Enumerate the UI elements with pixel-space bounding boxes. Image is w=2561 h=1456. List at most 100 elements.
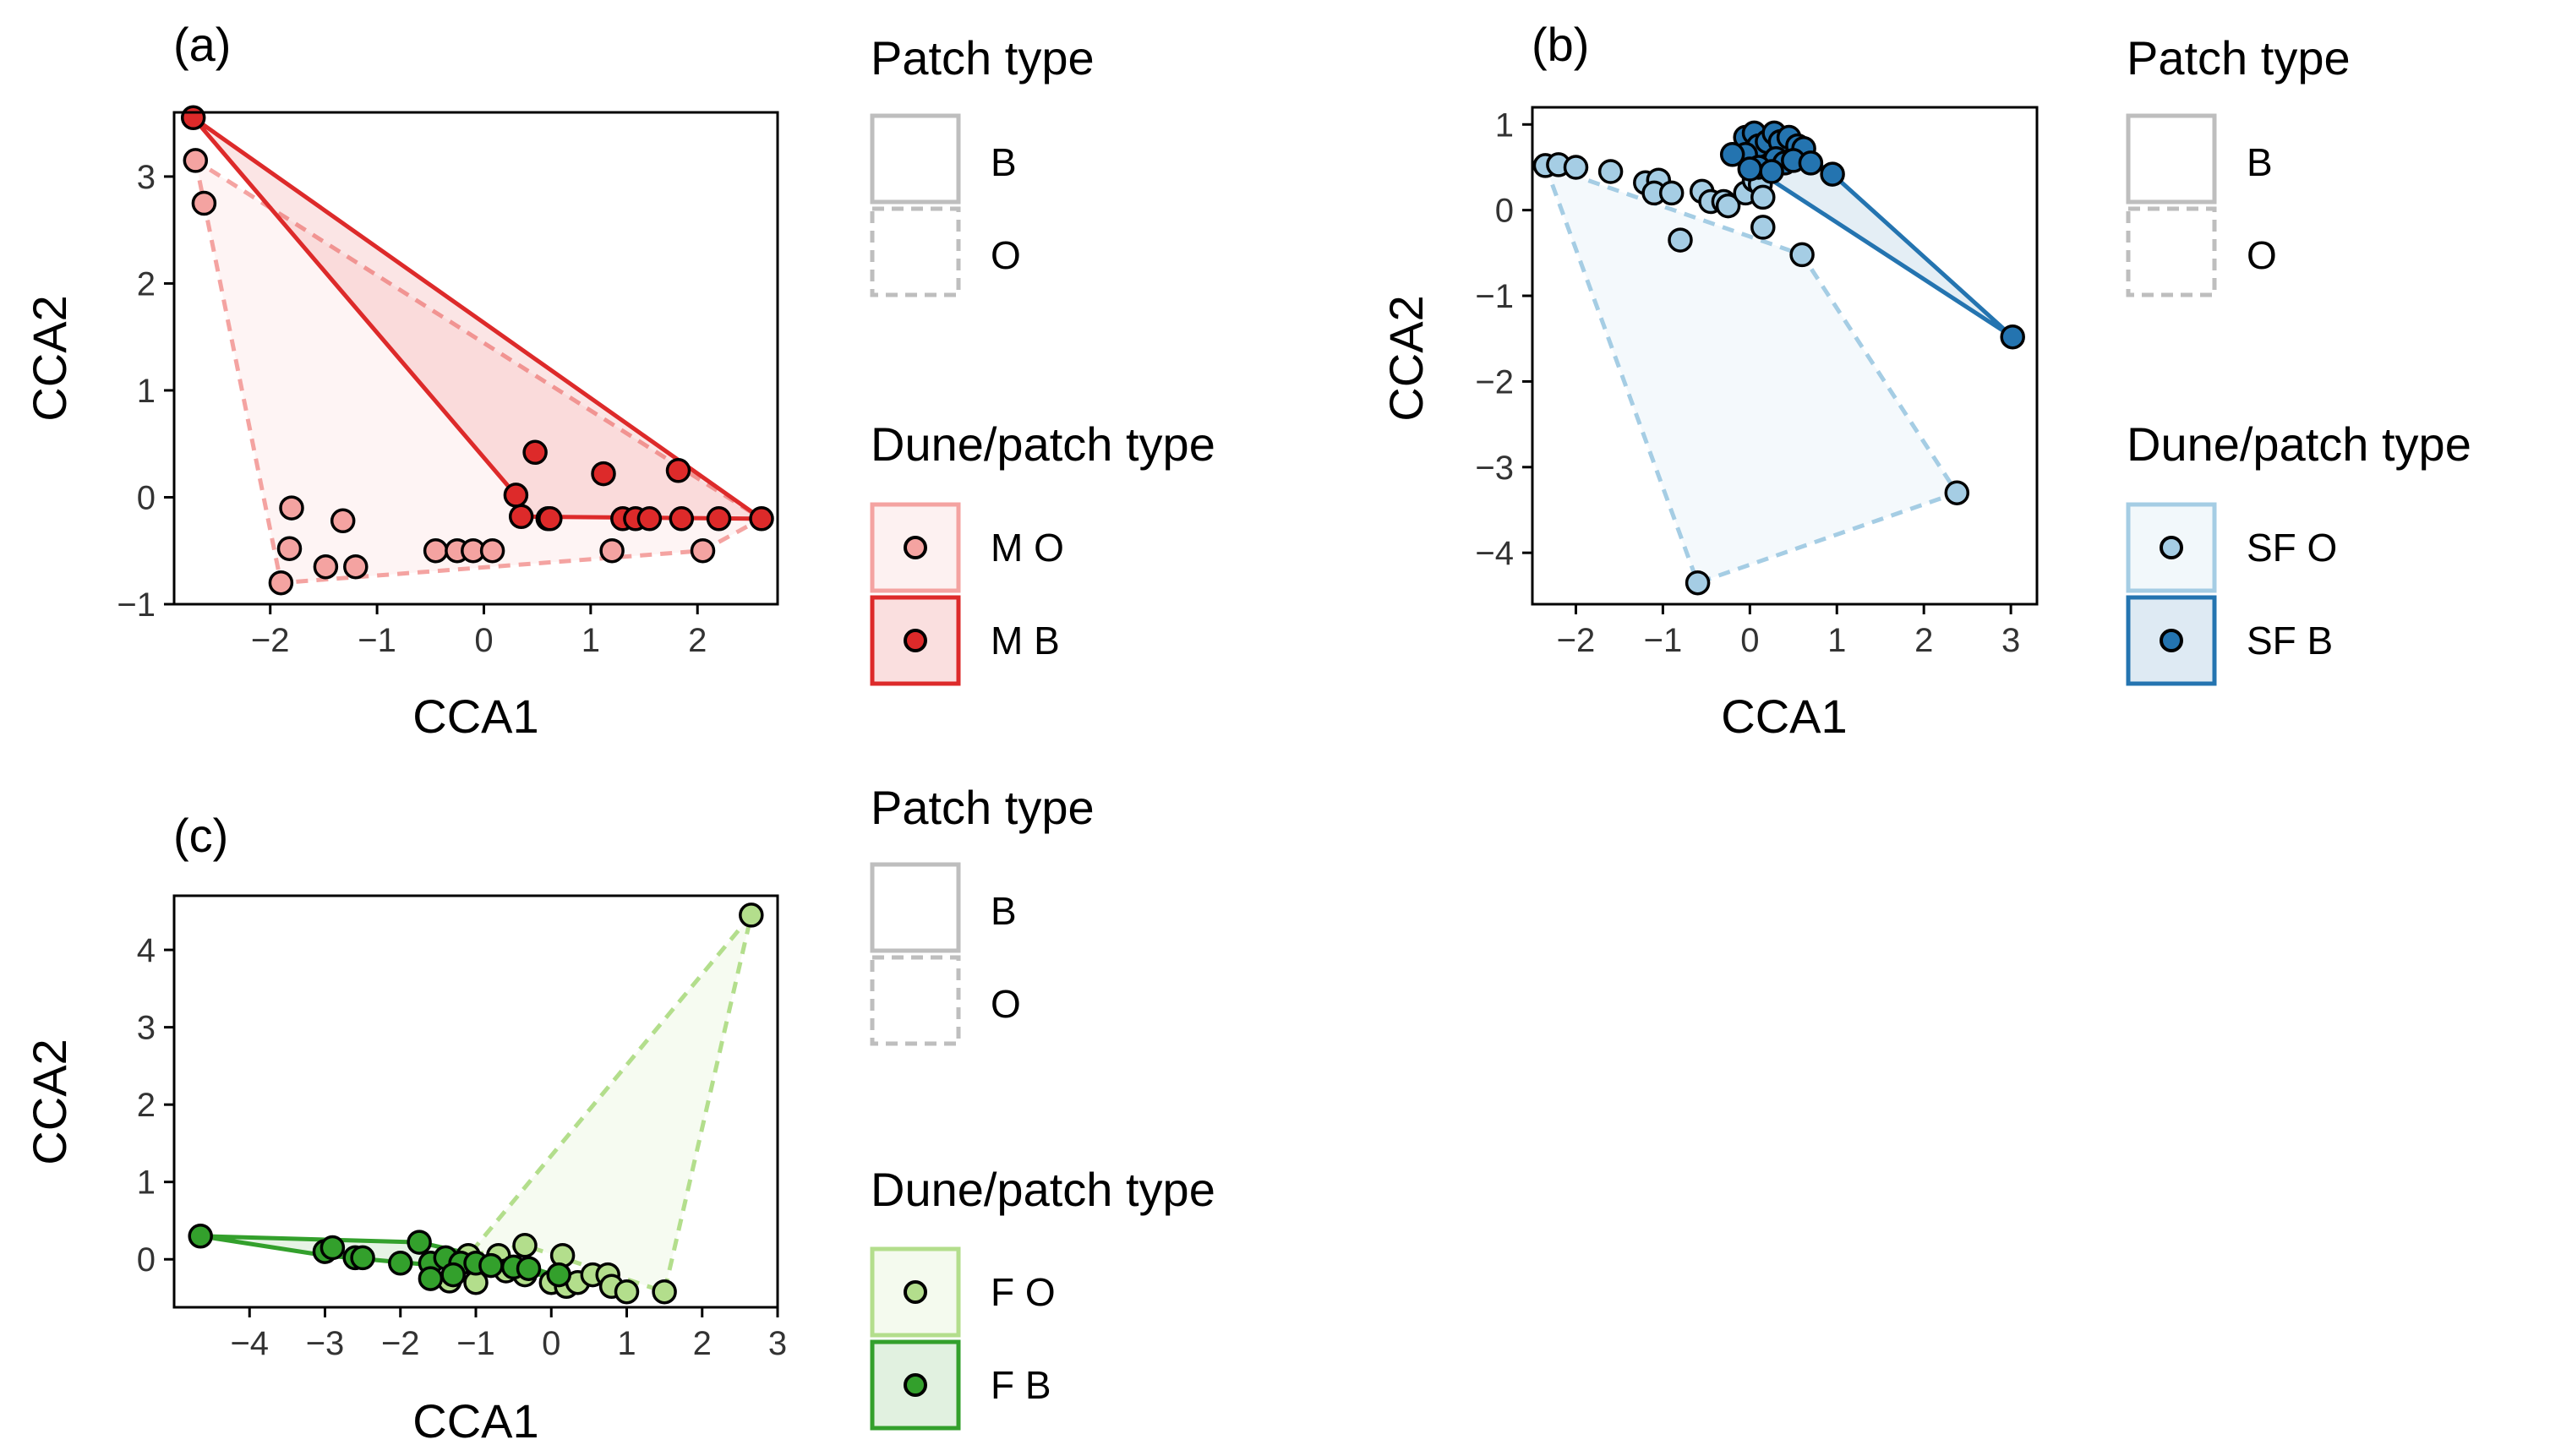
- point-a-mb-11: [669, 506, 695, 532]
- point-a-mo-8: [423, 537, 449, 564]
- legend-c-label-FO: F O: [991, 1270, 1056, 1314]
- legend-a-label-MO: M O: [991, 526, 1064, 570]
- point-a-mb-2: [508, 504, 534, 530]
- legend-a-label-MB: M B: [991, 619, 1060, 663]
- x-tick-label-b--2: −2: [1557, 622, 1596, 659]
- point-b-sfb-14: [1759, 159, 1784, 184]
- legend-c-patch-title: Patch type: [871, 781, 1095, 834]
- y-tick-label-b--2: −2: [1475, 363, 1514, 401]
- point-c-fb-15: [418, 1266, 444, 1291]
- legend-c-point-FB: [904, 1373, 927, 1397]
- panel-a-y-axis-label: CCA2: [23, 295, 76, 421]
- x-tick-label-a-1: 1: [582, 622, 600, 659]
- x-tick-label-a--2: −2: [251, 622, 290, 659]
- legend-b-label-B: B: [2247, 140, 2273, 184]
- legend-b-swatch-SFB: [2126, 595, 2217, 686]
- panel-c-plot: −4 −3 −2 −1 0 1 2 3 0 1 2 3 4: [137, 903, 787, 1362]
- point-b-sfo-17: [1750, 215, 1776, 240]
- point-b-sfb-19: [2000, 324, 2025, 350]
- panel-a-legend: Patch type B O Dune/patch type M O M B: [870, 31, 1215, 686]
- y-tick-label-a-2: 2: [137, 265, 156, 303]
- panel-b-x-axis-label: CCA1: [1721, 690, 1847, 743]
- hull-c-fo: [466, 913, 754, 1295]
- x-tick-label-c-2: 2: [693, 1325, 712, 1362]
- point-c-fb-5: [407, 1230, 432, 1255]
- x-tick-label-b-1: 1: [1827, 622, 1846, 659]
- x-tick-label-c-0: 0: [542, 1325, 560, 1362]
- point-a-mb-1: [503, 483, 529, 508]
- x-tick-label-a-0: 0: [474, 622, 493, 659]
- legend-b-dune-title: Dune/patch type: [2127, 417, 2471, 471]
- y-tick-label-a-0: 0: [137, 479, 156, 516]
- y-tick-label-a-3: 3: [137, 159, 156, 196]
- x-tick-label-c-1: 1: [617, 1325, 636, 1362]
- point-c-fb-4: [350, 1245, 375, 1271]
- x-tick-label-b--1: −1: [1644, 622, 1683, 659]
- legend-a-label-O: O: [991, 233, 1021, 277]
- point-c-fb-2: [319, 1235, 346, 1261]
- panel-b-y-axis-label: CCA2: [1379, 295, 1433, 421]
- legend-a-point-MB: [904, 629, 927, 652]
- point-b-sfo-7: [1658, 180, 1685, 206]
- point-a-mb-10: [665, 458, 691, 483]
- legend-b-label-O: O: [2247, 233, 2277, 277]
- point-c-fb-14: [546, 1262, 571, 1288]
- point-b-sfo-15: [1750, 184, 1776, 210]
- point-c-fo-3: [512, 1233, 538, 1258]
- x-tick-label-c--4: −4: [230, 1325, 269, 1362]
- point-a-mo-11: [479, 537, 505, 564]
- panel-b: (b) −2 −1 0 1 2 3 −4 −3 −2 −1 0 1 CCA1 CCA2: [1379, 18, 2039, 743]
- x-tick-label-c--3: −3: [306, 1325, 345, 1362]
- y-tick-label-b-0: 0: [1495, 193, 1514, 230]
- point-c-fo-14: [652, 1279, 677, 1305]
- point-c-fb-7: [388, 1251, 413, 1276]
- point-b-sfb-12: [1719, 142, 1745, 167]
- panel-a-plot-frame: [172, 111, 779, 606]
- point-b-sfo-2: [1563, 155, 1589, 180]
- legend-a-label-B: B: [991, 140, 1017, 184]
- x-tick-label-b-3: 3: [2001, 622, 2020, 659]
- legend-b-point-SFO: [2160, 536, 2183, 559]
- y-tick-label-b--3: −3: [1475, 450, 1514, 487]
- y-tick-label-b--4: −4: [1475, 535, 1514, 572]
- point-a-mb-5: [538, 506, 563, 532]
- point-b-sfb-17: [1820, 161, 1845, 187]
- point-c-fb-11: [478, 1252, 504, 1279]
- point-b-sfo-16: [1668, 227, 1693, 253]
- point-a-mb-3: [522, 439, 548, 466]
- legend-a-point-MO: [904, 536, 927, 559]
- point-b-sfo-3: [1597, 159, 1624, 184]
- point-b-sfo-11: [1715, 193, 1741, 219]
- x-tick-label-c--2: −2: [381, 1325, 420, 1362]
- legend-c-swatch-B: [870, 862, 961, 953]
- point-a-mo-2: [279, 495, 304, 521]
- legend-a-patch-title: Patch type: [871, 31, 1095, 85]
- y-tick-label-a--1: −1: [117, 586, 156, 624]
- point-b-sfo-20: [1944, 480, 1970, 505]
- point-b-sfb-18: [1737, 156, 1763, 182]
- x-tick-label-c-3: 3: [768, 1325, 787, 1362]
- legend-b-swatch-O: [2126, 206, 2217, 297]
- panel-a: (a) −2 −1 0 1 2 −1 0 1 2 3 CCA1 CCA2: [23, 18, 779, 743]
- legend-b-label-SFO: SF O: [2247, 526, 2337, 570]
- y-tick-label-b--1: −1: [1475, 278, 1514, 315]
- point-a-mo-12: [599, 537, 625, 564]
- legend-c-point-FO: [904, 1280, 927, 1304]
- y-tick-label-b-1: 1: [1495, 106, 1514, 144]
- point-a-mb-0: [180, 105, 206, 131]
- point-c-fb-13: [516, 1256, 542, 1281]
- y-tick-label-a-1: 1: [137, 373, 156, 410]
- x-tick-label-a-2: 2: [688, 622, 707, 659]
- point-a-mo-13: [690, 537, 716, 564]
- legend-b-label-SFB: SF B: [2247, 619, 2333, 663]
- x-tick-label-a--1: −1: [358, 622, 396, 659]
- point-c-fo-0: [739, 903, 764, 928]
- point-a-mo-1: [191, 190, 217, 216]
- panel-c: (c) −4 −3 −2 −1 0 1 2 3 0 1 2 3 4 CCA1 CCA2: [23, 809, 787, 1448]
- point-a-mb-12: [706, 506, 732, 532]
- point-a-mb-9: [636, 506, 663, 532]
- legend-a-dune-title: Dune/patch type: [871, 417, 1215, 471]
- point-a-mb-13: [749, 506, 774, 532]
- y-tick-label-c-4: 4: [137, 932, 156, 969]
- point-a-mo-6: [343, 553, 369, 580]
